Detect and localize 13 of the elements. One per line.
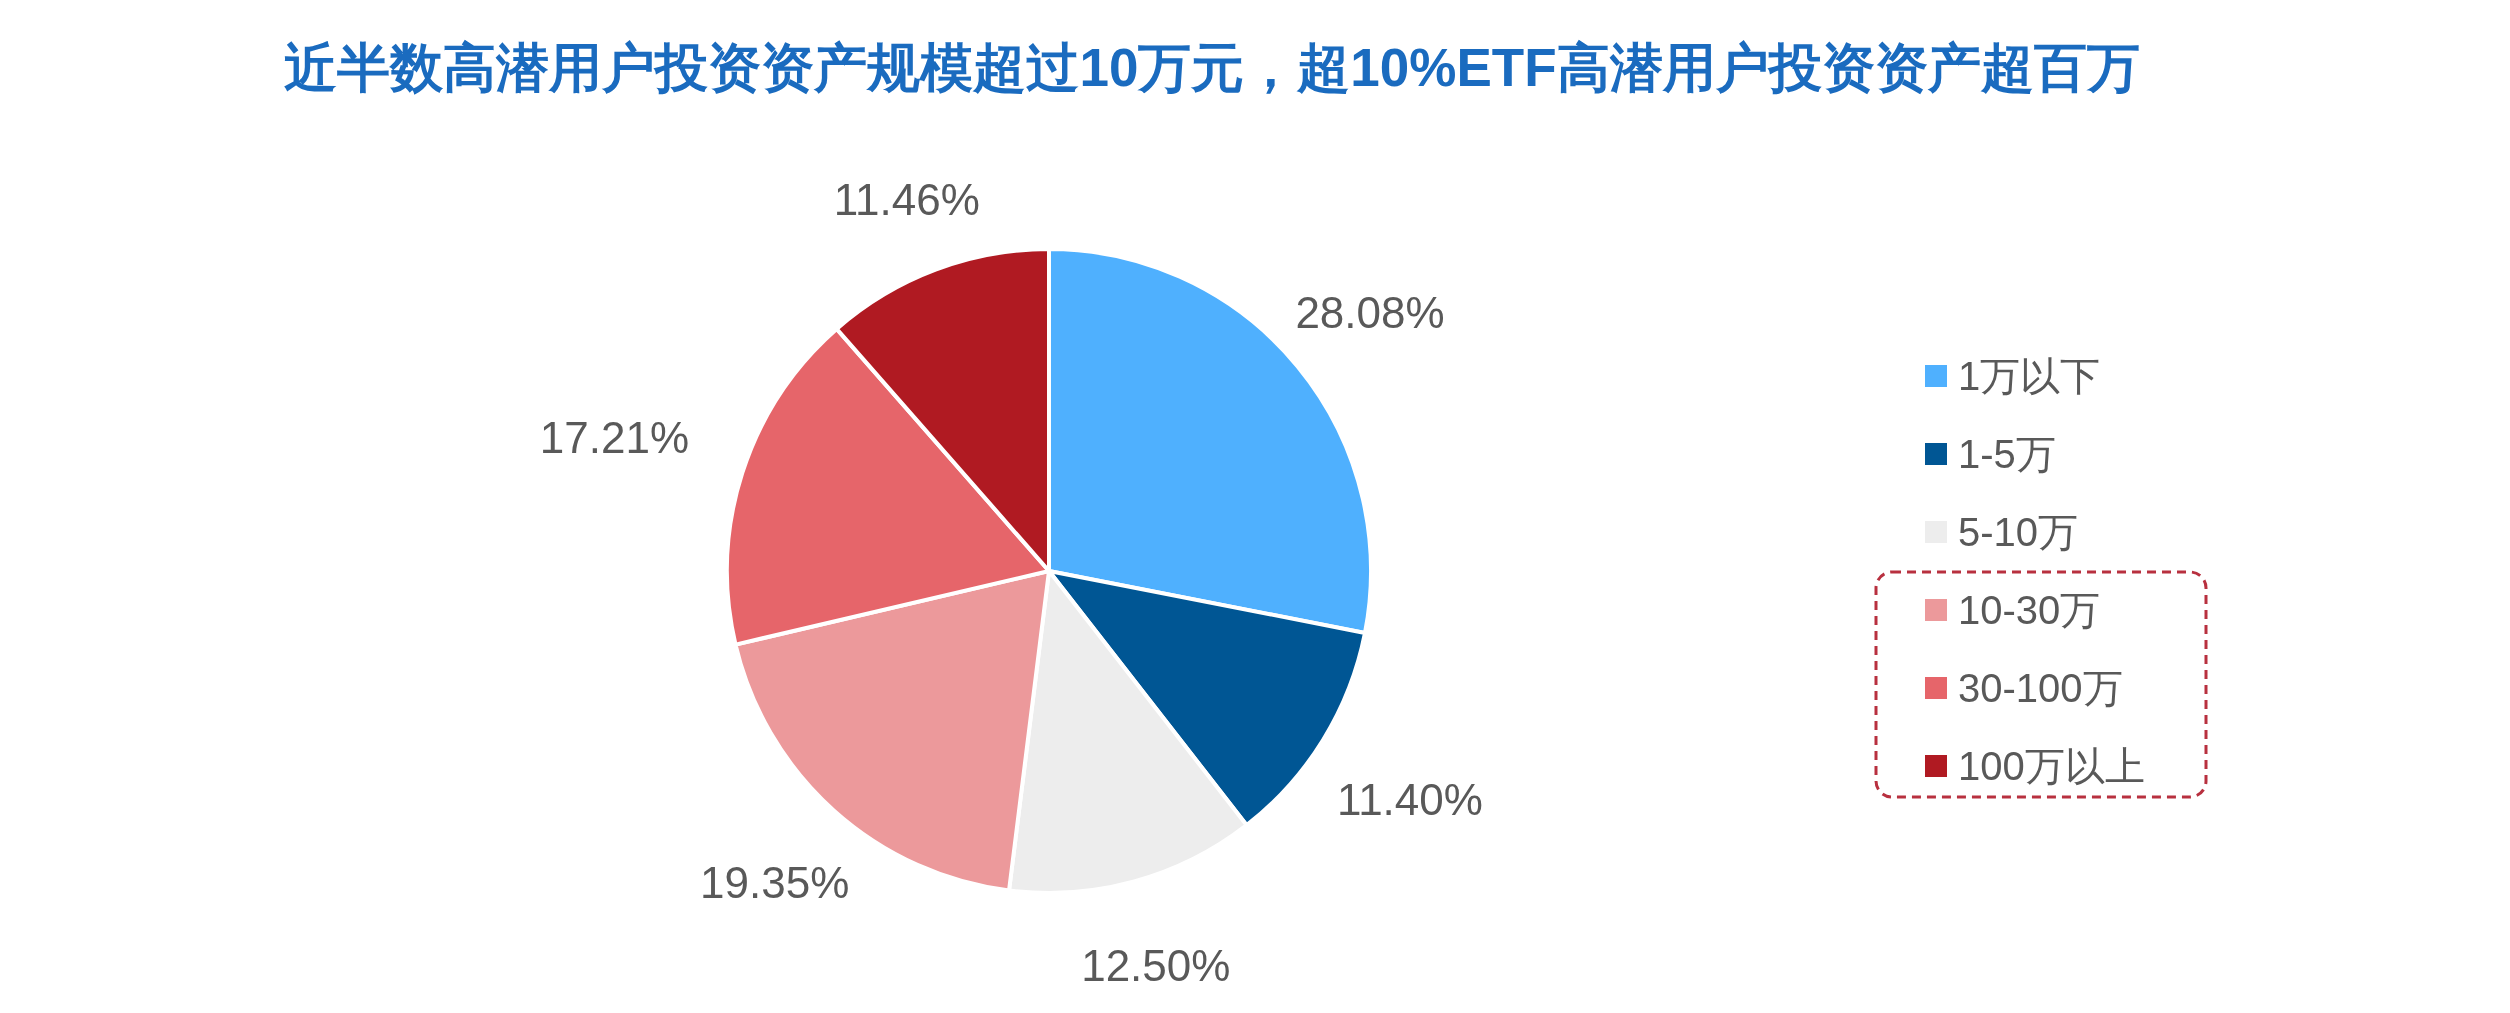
data-label: 19.35% — [700, 857, 850, 907]
data-label: 28.08% — [1295, 288, 1445, 338]
chart-title: 近半数高潜用户投资资产规模超过10万元，超10%ETF高潜用户投资资产超百万 — [284, 37, 2140, 97]
legend-label: 10-30万 — [1958, 588, 2101, 632]
legend-label: 100万以上 — [1958, 744, 2145, 788]
legend-label: 1-5万 — [1958, 432, 2056, 476]
data-label: 12.50% — [1081, 940, 1231, 990]
data-label: 11.46% — [833, 174, 980, 224]
data-label: 11.40% — [1336, 774, 1483, 824]
data-label: 17.21% — [539, 413, 690, 463]
legend-label: 5-10万 — [1958, 510, 2079, 554]
legend-label: 1万以下 — [1958, 354, 2101, 398]
legend-label: 30-100万 — [1958, 666, 2123, 710]
